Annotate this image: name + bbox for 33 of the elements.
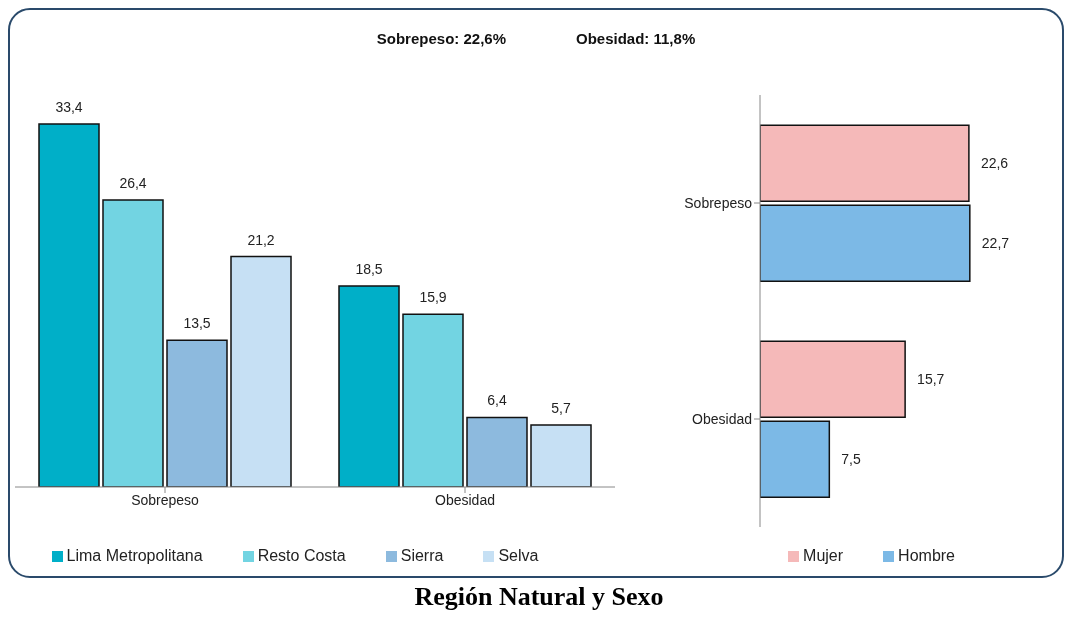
bar: [38, 123, 100, 487]
bar: [338, 285, 400, 487]
bar: [760, 340, 906, 418]
bar: [760, 420, 831, 498]
data-label: 15,7: [917, 371, 945, 388]
text: Sobrepeso: 22,6%: [376, 30, 506, 47]
data-label: 33,4: [55, 99, 83, 116]
legend-label: Lima Metropolitana: [66, 547, 203, 564]
text: Región Natural y Sexo: [414, 582, 664, 611]
data-label: 26,4: [119, 175, 147, 192]
data-label: 18,5: [355, 260, 383, 277]
bar: [760, 204, 971, 282]
bar: [466, 416, 528, 487]
bar: [230, 255, 292, 487]
data-label: 6,4: [487, 392, 507, 409]
legend-label: Sierra: [400, 547, 444, 564]
data-label: 21,2: [247, 231, 275, 248]
text: Obesidad: 11,8%: [576, 30, 696, 47]
legend-label: Mujer: [803, 547, 844, 564]
bar: [166, 339, 228, 487]
legend-label: Resto Costa: [257, 547, 346, 564]
legend-label: Selva: [498, 547, 539, 564]
bar: [760, 124, 970, 202]
data-label: 13,5: [183, 315, 211, 332]
bar: [402, 313, 464, 487]
data-label: 22,6: [980, 155, 1009, 172]
bar: [102, 199, 164, 487]
data-label: 7,5: [841, 451, 861, 468]
data-label: 5,7: [551, 400, 571, 417]
data-label: 22,7: [981, 235, 1010, 252]
data-label: 15,9: [419, 289, 447, 306]
legend-label: Hombre: [898, 547, 955, 564]
bar: [530, 424, 592, 487]
